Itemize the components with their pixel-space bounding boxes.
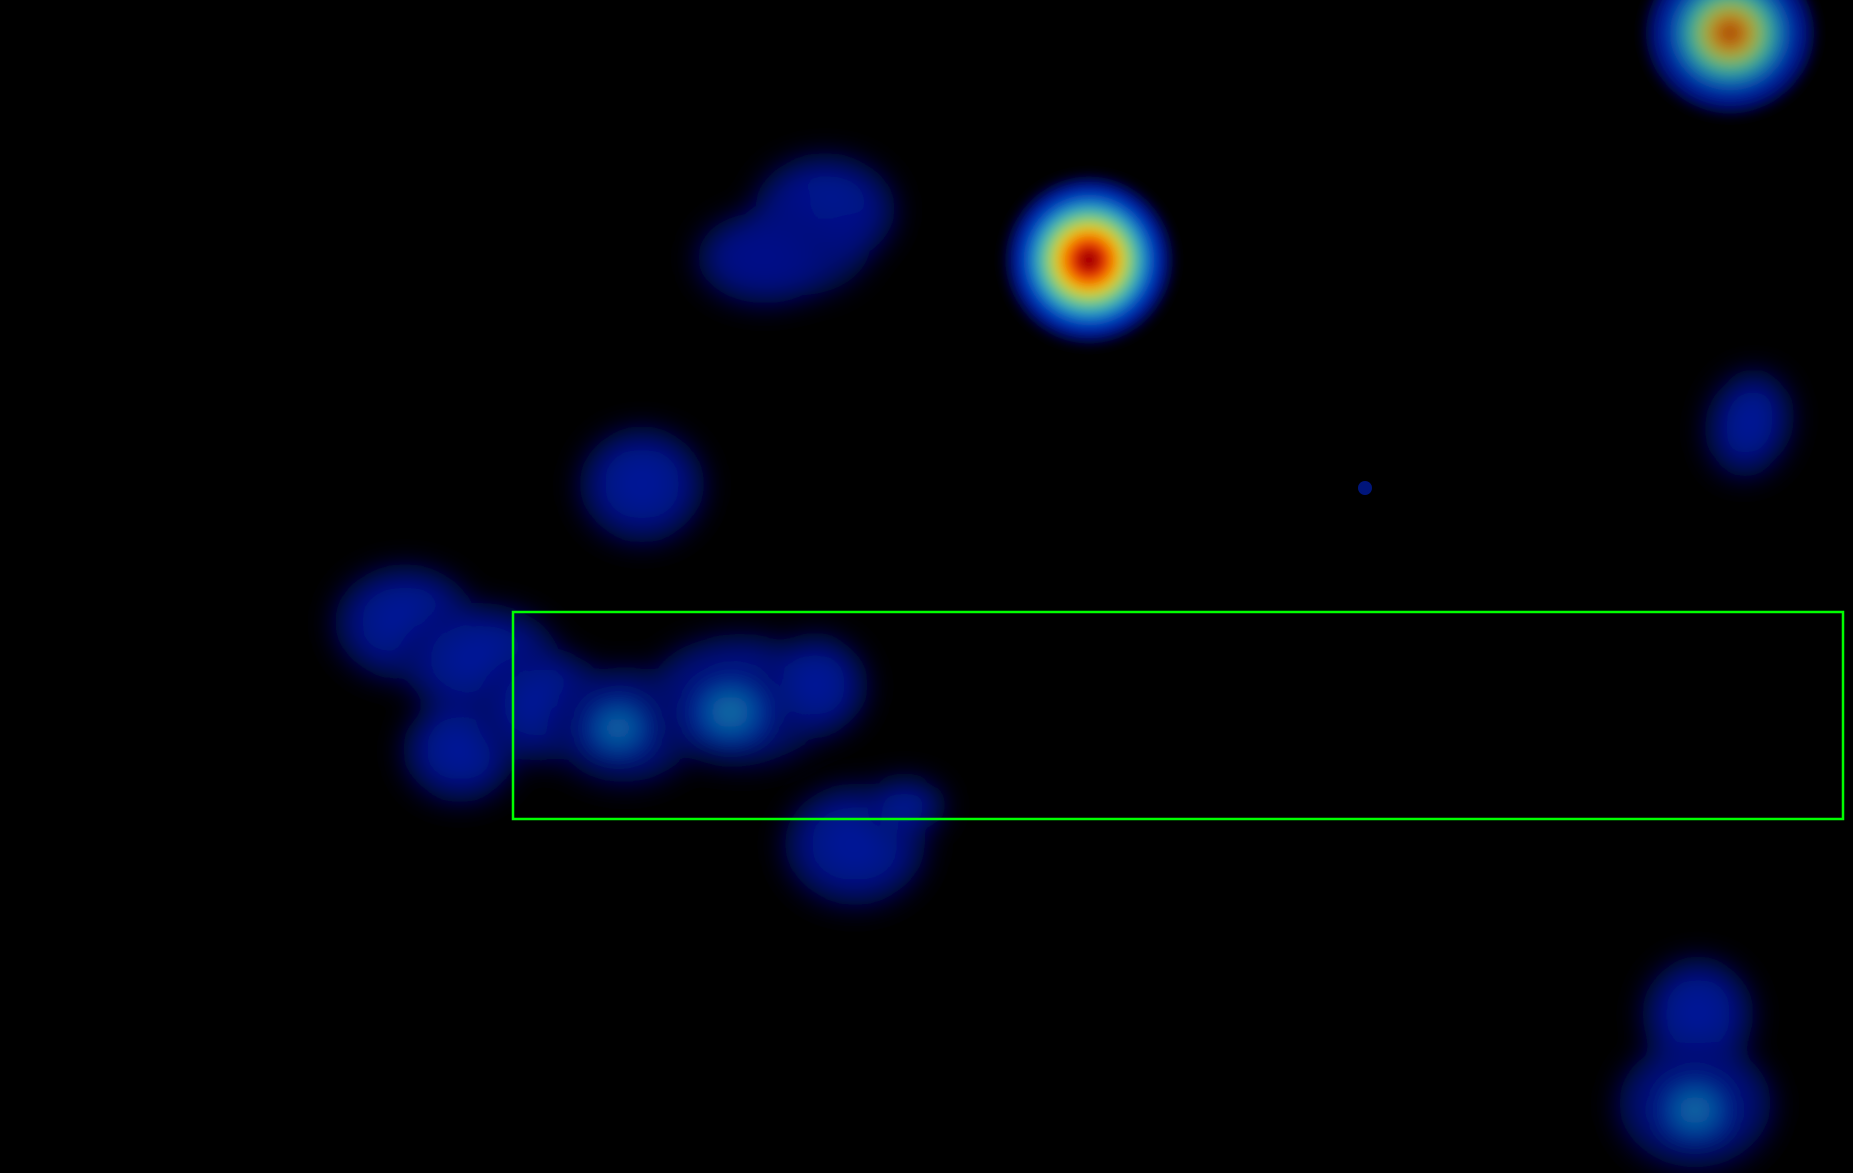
blob-mid-left-small [576, 428, 708, 552]
blob-below-box [780, 778, 947, 915]
selection-box[interactable] [511, 610, 1845, 821]
blob-tiny-dot [1358, 481, 1372, 495]
blob-left-cluster [330, 566, 870, 810]
blob-right-edge-small [1702, 370, 1794, 486]
blob-bottom-right [1613, 958, 1777, 1173]
blob-upper-left-cloud [693, 155, 900, 312]
blob-top-right-corner [1640, 0, 1820, 119]
blob-upper-center-peak [1001, 172, 1177, 348]
